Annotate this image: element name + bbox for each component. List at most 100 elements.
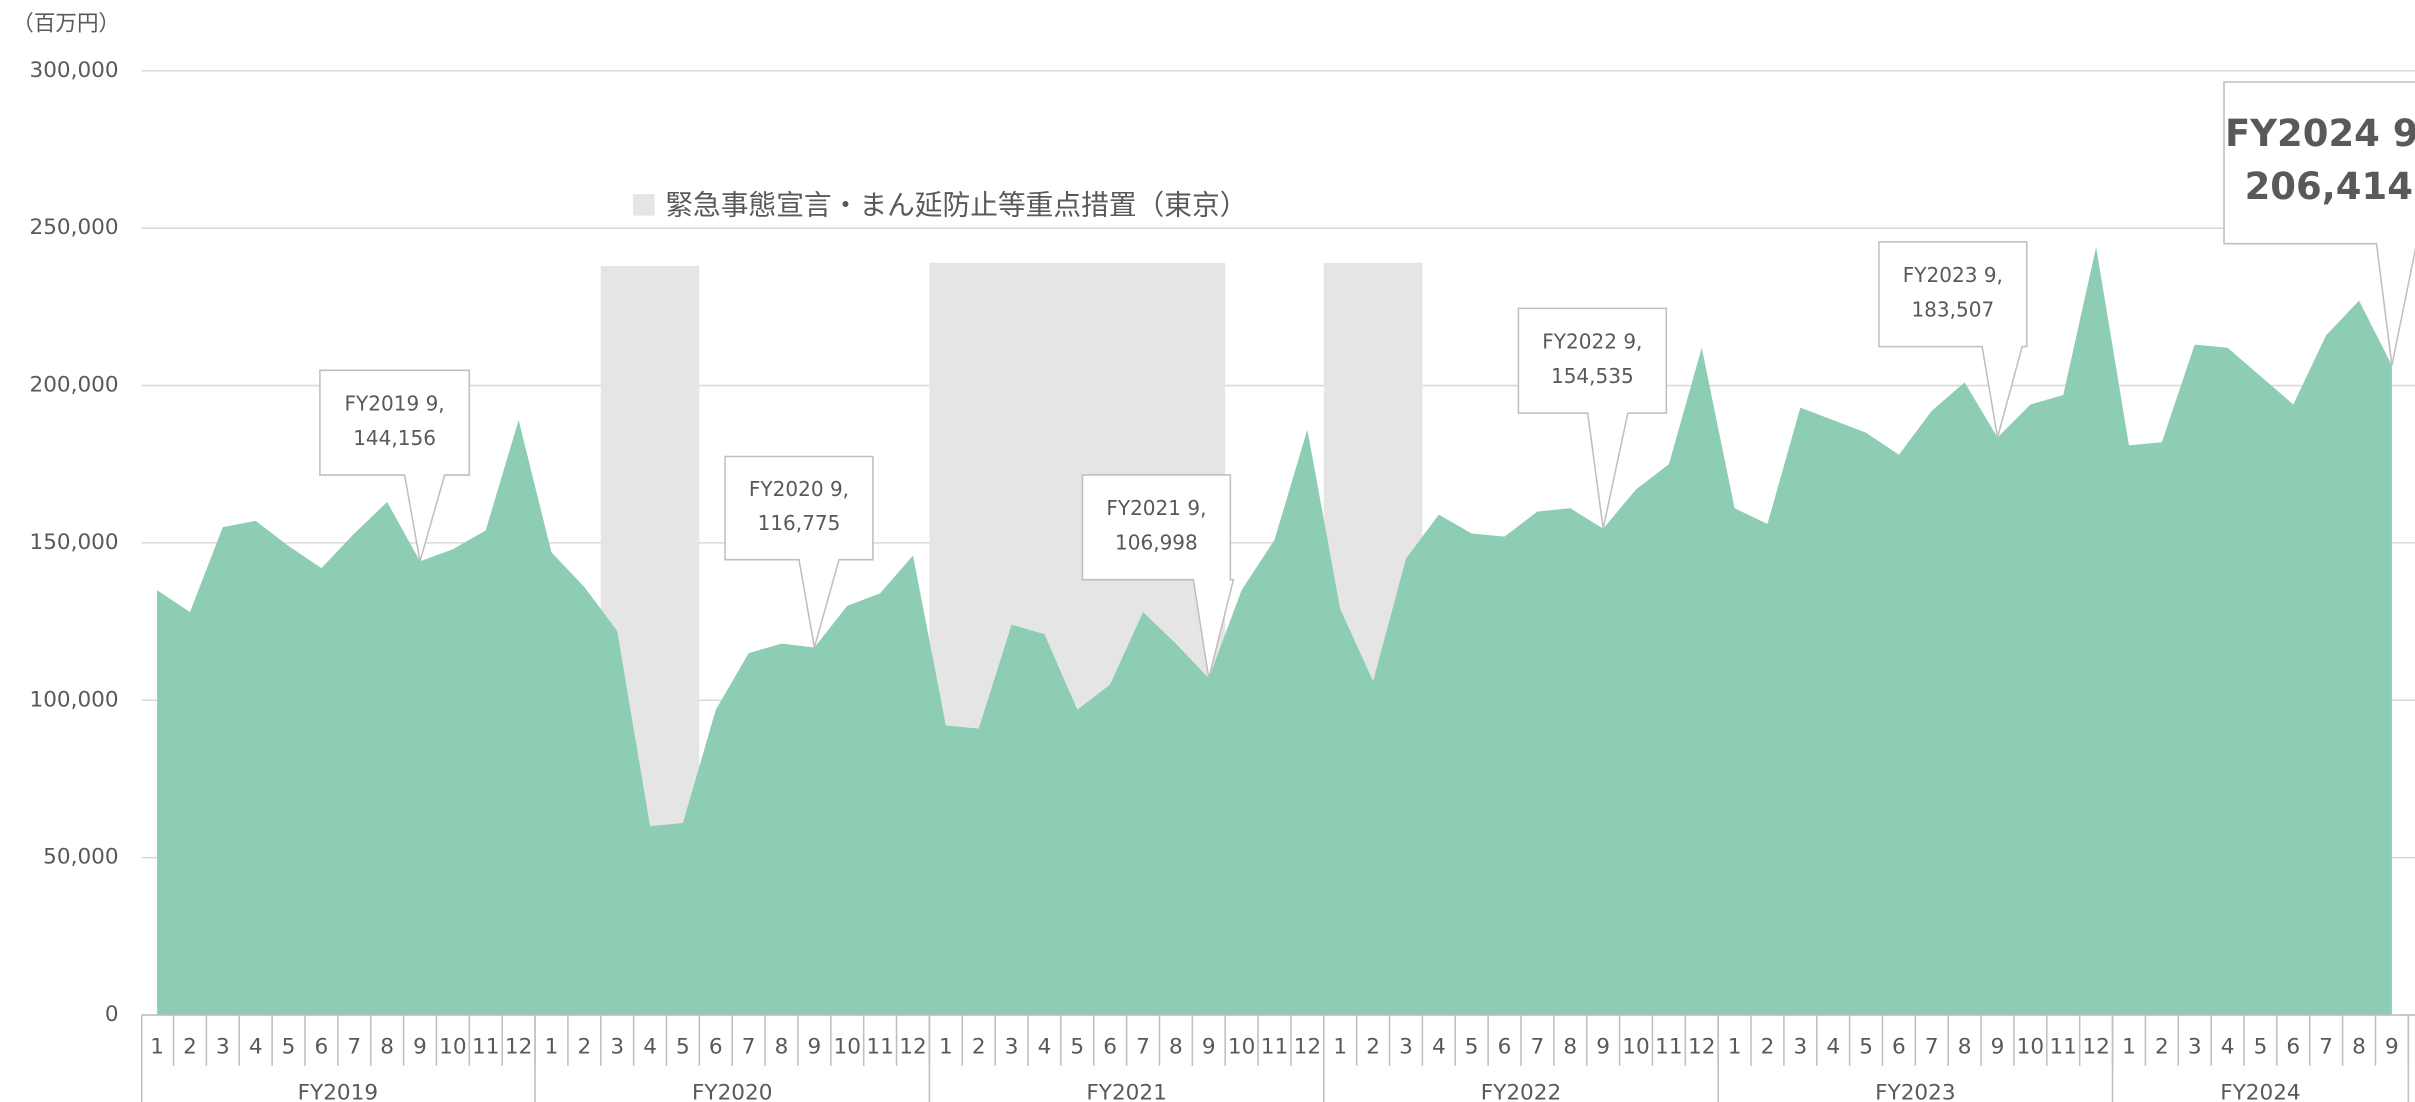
callout-value: 206,414 — [2245, 165, 2413, 208]
x-tick-label: 4 — [249, 1034, 263, 1059]
group-label: FY2022 — [1481, 1081, 1561, 1102]
group-label: FY2020 — [692, 1081, 772, 1102]
callout-value: 144,156 — [353, 426, 436, 450]
x-tick-label: 1 — [545, 1034, 559, 1059]
x-tick-label: 4 — [2221, 1034, 2235, 1059]
x-tick-label: 5 — [282, 1034, 296, 1059]
x-tick-label: 8 — [1169, 1034, 1183, 1059]
callout-category: FY2019 9, — [345, 391, 445, 415]
x-tick-label: 2 — [972, 1034, 986, 1059]
x-tick-label: 5 — [1465, 1034, 1479, 1059]
x-tick-label: 7 — [1531, 1034, 1545, 1059]
y-tick-label: 150,000 — [29, 530, 118, 555]
x-tick-label: 2 — [1366, 1034, 1380, 1059]
x-tick-label: 2 — [577, 1034, 591, 1059]
x-tick-label: 11 — [2050, 1034, 2077, 1059]
x-tick-label: 11 — [472, 1034, 499, 1059]
y-tick-label: 300,000 — [29, 58, 118, 83]
x-tick-label: 6 — [315, 1034, 329, 1059]
callout — [1081, 474, 1235, 679]
x-tick-label: 12 — [1688, 1034, 1715, 1059]
x-tick-label: 3 — [1793, 1034, 1807, 1059]
x-tick-label: 2 — [183, 1034, 197, 1059]
x-tick-label: 6 — [2286, 1034, 2300, 1059]
callout-value: 154,535 — [1551, 364, 1634, 388]
x-tick-label: 5 — [1859, 1034, 1873, 1059]
x-tick-label: 9 — [2385, 1034, 2399, 1059]
callout-category: FY2022 9, — [1542, 329, 1642, 353]
callout-value: 183,507 — [1911, 297, 1994, 321]
x-tick-label: 6 — [1498, 1034, 1512, 1059]
x-tick-label: 10 — [1228, 1034, 1255, 1059]
x-tick-label: 6 — [1103, 1034, 1117, 1059]
callout-category: FY2024 9, — [2225, 112, 2415, 155]
x-tick-label: 4 — [1038, 1034, 1052, 1059]
x-tick-label: 5 — [2254, 1034, 2268, 1059]
x-tick-label: 9 — [1596, 1034, 1610, 1059]
y-axis-label: （百万円） — [12, 12, 120, 37]
x-tick-label: 7 — [1136, 1034, 1150, 1059]
legend-label: 緊急事態宣言・まん延防止等重点措置（東京） — [665, 188, 1247, 221]
callout — [319, 369, 471, 562]
x-tick-label: 8 — [1958, 1034, 1972, 1059]
x-tick-label: 3 — [2188, 1034, 2202, 1059]
sales-area — [157, 247, 2392, 1015]
y-tick-label: 0 — [105, 1002, 119, 1027]
x-tick-label: 8 — [775, 1034, 789, 1059]
x-tick-label: 10 — [439, 1034, 466, 1059]
x-tick-label: 7 — [2319, 1034, 2333, 1059]
group-label: FY2019 — [298, 1081, 378, 1102]
callout-category: FY2020 9, — [749, 477, 849, 501]
x-tick-label: 7 — [347, 1034, 361, 1059]
group-label: FY2023 — [1875, 1081, 1955, 1102]
x-tick-label: 6 — [1892, 1034, 1906, 1059]
x-tick-label: 12 — [899, 1034, 926, 1059]
callout — [1517, 307, 1668, 529]
x-tick-label: 4 — [1432, 1034, 1446, 1059]
x-tick-label: 9 — [808, 1034, 822, 1059]
x-tick-label: 8 — [2352, 1034, 2366, 1059]
x-tick-label: 1 — [1333, 1034, 1347, 1059]
callout-category: FY2021 9, — [1106, 496, 1206, 520]
x-tick-label: 3 — [216, 1034, 230, 1059]
x-tick-label: 8 — [380, 1034, 394, 1059]
callout — [2223, 81, 2415, 366]
x-tick-label: 6 — [709, 1034, 723, 1059]
x-tick-label: 11 — [866, 1034, 893, 1059]
x-tick-label: 8 — [1563, 1034, 1577, 1059]
x-tick-label: 2 — [1761, 1034, 1775, 1059]
x-tick-label: 10 — [2017, 1034, 2044, 1059]
y-tick-label: 250,000 — [29, 215, 118, 240]
x-tick-label: 3 — [610, 1034, 624, 1059]
y-tick-label: 50,000 — [43, 845, 118, 870]
callout-value: 116,775 — [758, 511, 841, 535]
x-tick-label: 12 — [505, 1034, 532, 1059]
x-tick-label: 9 — [413, 1034, 427, 1059]
y-tick-label: 100,000 — [29, 687, 118, 712]
callout — [724, 455, 874, 648]
x-tick-label: 4 — [1826, 1034, 1840, 1059]
x-tick-label: 9 — [1991, 1034, 2005, 1059]
y-tick-label: 200,000 — [29, 373, 118, 398]
x-tick-label: 5 — [676, 1034, 690, 1059]
callout — [1878, 241, 2028, 438]
x-tick-label: 7 — [742, 1034, 756, 1059]
x-tick-label: 5 — [1070, 1034, 1084, 1059]
x-tick-label: 11 — [1655, 1034, 1682, 1059]
callout-category: FY2023 9, — [1903, 263, 2003, 287]
x-tick-label: 12 — [1294, 1034, 1321, 1059]
x-tick-label: 4 — [643, 1034, 657, 1059]
x-tick-label: 7 — [1925, 1034, 1939, 1059]
callout-value: 106,998 — [1115, 531, 1198, 555]
x-tick-label: 1 — [150, 1034, 164, 1059]
x-tick-label: 1 — [1728, 1034, 1742, 1059]
x-tick-label: 10 — [1622, 1034, 1649, 1059]
x-tick-label: 3 — [1399, 1034, 1413, 1059]
x-tick-label: 1 — [939, 1034, 953, 1059]
x-tick-label: 11 — [1261, 1034, 1288, 1059]
legend-swatch — [633, 194, 655, 216]
group-label: FY2021 — [1086, 1081, 1166, 1102]
x-tick-label: 12 — [2082, 1034, 2109, 1059]
